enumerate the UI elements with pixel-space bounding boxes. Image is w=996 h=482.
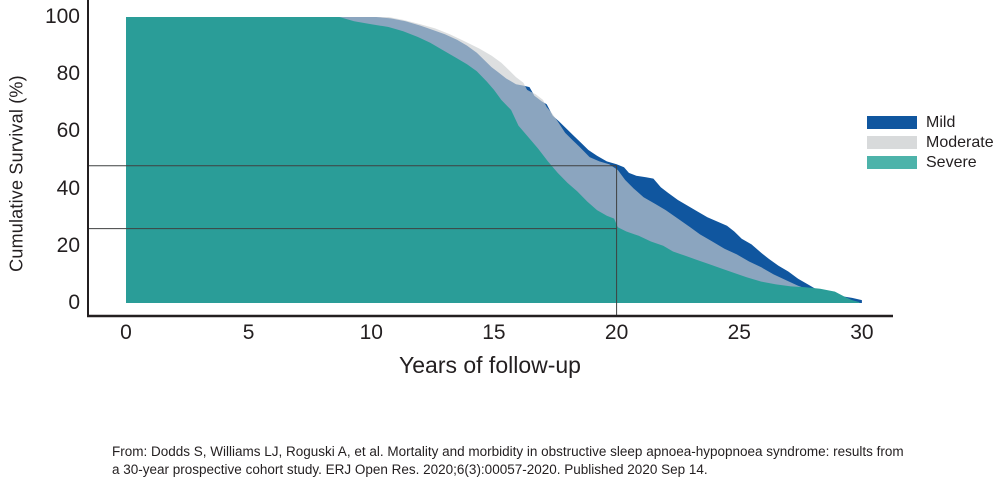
y-tick-label: 20 — [56, 233, 80, 257]
citation-line-1: From: Dodds S, Williams LJ, Roguski A, e… — [112, 444, 904, 459]
area-severe — [126, 17, 860, 303]
x-tick-label: 15 — [482, 321, 506, 344]
legend-item-severe: Severe — [867, 153, 994, 171]
mild-swatch — [867, 116, 917, 129]
severe-swatch — [867, 156, 917, 169]
legend-item-moderate: Moderate — [867, 133, 994, 151]
x-tick-label: 25 — [727, 321, 751, 344]
x-tick-label: 30 — [850, 321, 874, 344]
legend-item-mild: Mild — [867, 113, 994, 131]
y-tick-label: 40 — [56, 176, 80, 200]
legend-label-severe: Severe — [926, 153, 977, 171]
y-tick-label: 80 — [56, 62, 80, 86]
x-tick-label: 20 — [604, 321, 629, 344]
y-tick-label: 0 — [68, 291, 80, 314]
citation: From: Dodds S, Williams LJ, Roguski A, e… — [112, 443, 912, 478]
legend-label-mild: Mild — [926, 113, 956, 131]
citation-line-2: a 30-year prospective cohort study. ERJ … — [112, 461, 708, 477]
x-tick-label: 10 — [359, 321, 383, 344]
legend: Mild Moderate Severe — [867, 113, 994, 176]
y-axis-title: Cumulative Survival (%) — [6, 75, 27, 272]
y-tick-label: 100 — [44, 5, 80, 28]
x-axis-title: Years of follow-up — [399, 352, 581, 378]
y-tick-label: 60 — [56, 119, 80, 143]
moderate-swatch — [867, 136, 917, 149]
x-tick-label: 5 — [242, 321, 255, 344]
legend-label-moderate: Moderate — [926, 133, 994, 151]
x-tick-label: 0 — [120, 321, 132, 344]
